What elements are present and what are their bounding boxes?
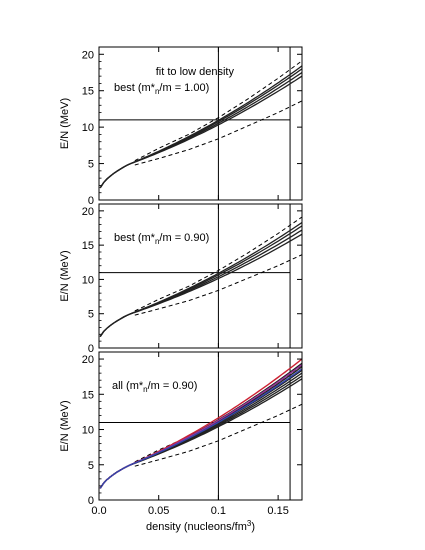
panel-2-plot-area (99, 204, 302, 348)
y-tick-label: 5 (88, 159, 94, 171)
panel-annotation: fit to low density (156, 66, 235, 78)
y-axis-label: E/N (MeV) (59, 250, 71, 301)
band-lower-dashed (134, 100, 302, 166)
y-tick-label: 5 (88, 309, 94, 321)
y-tick-label: 0 (88, 343, 94, 355)
y-axis-label: E/N (MeV) (59, 98, 71, 149)
y-tick-label: 20 (82, 354, 94, 366)
band-lower-dashed (134, 403, 302, 467)
y-tick-label: 10 (82, 122, 94, 134)
y-tick-label: 10 (82, 425, 94, 437)
panel-annotation: best (m*n/m = 1.00) (114, 82, 209, 96)
panel-3-frame (98, 351, 303, 501)
x-tick-label: 0.1 (211, 505, 226, 517)
panel-annotation: all (m*n/m = 0.90) (112, 380, 197, 394)
y-tick-label: 0 (88, 495, 94, 507)
series-line (99, 221, 302, 337)
series-line (99, 65, 302, 189)
y-tick-label: 0 (88, 195, 94, 207)
panel-3-plot-area (99, 352, 302, 500)
y-tick-label: 10 (82, 274, 94, 286)
panel-2-frame (98, 203, 303, 349)
band-upper-dashed (134, 216, 302, 312)
y-tick-label: 20 (82, 49, 94, 61)
panel-1-frame (98, 46, 303, 201)
x-tick-label: 0.15 (267, 505, 288, 517)
y-tick-label: 5 (88, 460, 94, 472)
y-tick-label: 15 (82, 240, 94, 252)
y-tick-label: 20 (82, 206, 94, 218)
panel-1-plot-area (99, 47, 302, 200)
x-tick-label: 0.0 (91, 505, 106, 517)
series-line-colored (99, 358, 302, 489)
band-upper-dashed (134, 60, 302, 162)
panel-annotation: best (m*n/m = 0.90) (114, 232, 209, 246)
band-lower-dashed (134, 254, 302, 316)
y-tick-label: 15 (82, 86, 94, 98)
x-tick-label: 0.05 (148, 505, 169, 517)
series-line-colored (99, 368, 302, 489)
y-tick-label: 15 (82, 389, 94, 401)
y-axis-label: E/N (MeV) (59, 400, 71, 451)
x-axis-label: density (nucleons/fm3) (146, 519, 255, 533)
